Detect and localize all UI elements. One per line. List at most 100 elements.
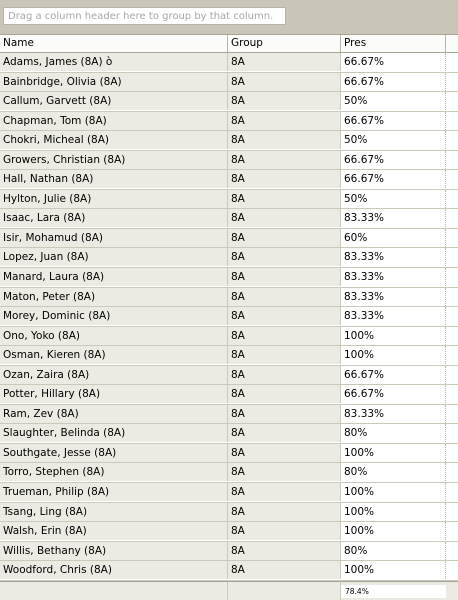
cell-name[interactable]: Willis, Bethany (8A) xyxy=(0,541,228,560)
cell-group[interactable]: 8A xyxy=(228,287,341,306)
cell-group[interactable]: 8A xyxy=(228,443,341,462)
cell-name[interactable]: Lopez, Juan (8A) xyxy=(0,248,228,267)
table-row[interactable]: Maton, Peter (8A) 8A 83.33% xyxy=(0,287,458,308)
table-row[interactable]: Hall, Nathan (8A) 8A 66.67% xyxy=(0,170,458,190)
cell-group[interactable]: 8A xyxy=(228,326,341,345)
table-row[interactable]: Morey, Dominic (8A) 8A 83.33% xyxy=(0,307,458,327)
cell-group[interactable]: 8A xyxy=(228,111,341,130)
cell-group[interactable]: 8A xyxy=(228,209,341,228)
column-header-pres[interactable]: Pres xyxy=(341,35,446,52)
table-row[interactable]: Growers, Christian (8A) 8A 66.67% xyxy=(0,150,458,171)
table-row[interactable]: Slaughter, Belinda (8A) 8A 80% xyxy=(0,424,458,444)
cell-name[interactable]: Slaughter, Belinda (8A) xyxy=(0,424,228,443)
cell-pres[interactable]: 100% xyxy=(341,502,446,521)
cell-name[interactable]: Chapman, Tom (8A) xyxy=(0,111,228,130)
cell-pres[interactable]: 100% xyxy=(341,561,446,580)
cell-group[interactable]: 8A xyxy=(228,150,341,169)
cell-group[interactable]: 8A xyxy=(228,268,341,287)
cell-group[interactable]: 8A xyxy=(228,72,341,91)
table-row[interactable]: Tsang, Ling (8A) 8A 100% xyxy=(0,502,458,523)
table-row[interactable]: Ono, Yoko (8A) 8A 100% xyxy=(0,326,458,347)
table-row[interactable]: Bainbridge, Olivia (8A) 8A 66.67% xyxy=(0,72,458,93)
table-row[interactable]: Adams, James (8A) ò 8A 66.67% xyxy=(0,53,458,73)
table-row[interactable]: Isaac, Lara (8A) 8A 83.33% xyxy=(0,209,458,229)
cell-name[interactable]: Ozan, Zaira (8A) xyxy=(0,365,228,384)
cell-name[interactable]: Southgate, Jesse (8A) xyxy=(0,443,228,462)
cell-pres[interactable]: 80% xyxy=(341,424,446,443)
cell-group[interactable]: 8A xyxy=(228,463,341,482)
cell-name[interactable]: Morey, Dominic (8A) xyxy=(0,307,228,326)
cell-pres[interactable]: 60% xyxy=(341,228,446,247)
table-row[interactable]: Manard, Laura (8A) 8A 83.33% xyxy=(0,268,458,288)
cell-group[interactable]: 8A xyxy=(228,424,341,443)
cell-group[interactable]: 8A xyxy=(228,53,341,71)
table-row[interactable]: Southgate, Jesse (8A) 8A 100% xyxy=(0,443,458,464)
cell-pres[interactable]: 66.67% xyxy=(341,170,446,189)
cell-pres[interactable]: 83.33% xyxy=(341,404,446,423)
cell-name[interactable]: Potter, Hillary (8A) xyxy=(0,385,228,404)
column-header-group[interactable]: Group xyxy=(228,35,341,52)
cell-group[interactable]: 8A xyxy=(228,131,341,150)
table-row[interactable]: Potter, Hillary (8A) 8A 66.67% xyxy=(0,385,458,405)
cell-pres[interactable]: 50% xyxy=(341,131,446,150)
cell-group[interactable]: 8A xyxy=(228,502,341,521)
cell-name[interactable]: Ono, Yoko (8A) xyxy=(0,326,228,345)
cell-name[interactable]: Adams, James (8A) ò xyxy=(0,53,228,71)
table-row[interactable]: Ozan, Zaira (8A) 8A 66.67% xyxy=(0,365,458,386)
cell-name[interactable]: Isir, Mohamud (8A) xyxy=(0,228,228,247)
cell-pres[interactable]: 66.67% xyxy=(341,150,446,169)
table-row[interactable]: Callum, Garvett (8A) 8A 50% xyxy=(0,92,458,112)
cell-name[interactable]: Growers, Christian (8A) xyxy=(0,150,228,169)
table-row[interactable]: Ram, Zev (8A) 8A 83.33% xyxy=(0,404,458,425)
cell-name[interactable]: Hylton, Julie (8A) xyxy=(0,189,228,208)
cell-group[interactable]: 8A xyxy=(228,228,341,247)
cell-name[interactable]: Osman, Kieren (8A) xyxy=(0,346,228,365)
cell-name[interactable]: Bainbridge, Olivia (8A) xyxy=(0,72,228,91)
cell-pres[interactable]: 80% xyxy=(341,463,446,482)
cell-pres[interactable]: 83.33% xyxy=(341,287,446,306)
cell-name[interactable]: Callum, Garvett (8A) xyxy=(0,92,228,111)
cell-group[interactable]: 8A xyxy=(228,346,341,365)
cell-pres[interactable]: 66.67% xyxy=(341,365,446,384)
cell-name[interactable]: Torro, Stephen (8A) xyxy=(0,463,228,482)
cell-name[interactable]: Ram, Zev (8A) xyxy=(0,404,228,423)
cell-pres[interactable]: 100% xyxy=(341,346,446,365)
table-row[interactable]: Lopez, Juan (8A) 8A 83.33% xyxy=(0,248,458,269)
table-row[interactable]: Chapman, Tom (8A) 8A 66.67% xyxy=(0,111,458,132)
cell-name[interactable]: Isaac, Lara (8A) xyxy=(0,209,228,228)
cell-name[interactable]: Walsh, Erin (8A) xyxy=(0,522,228,541)
cell-pres[interactable]: 66.67% xyxy=(341,111,446,130)
cell-group[interactable]: 8A xyxy=(228,404,341,423)
cell-name[interactable]: Maton, Peter (8A) xyxy=(0,287,228,306)
cell-pres[interactable]: 100% xyxy=(341,483,446,502)
cell-name[interactable]: Woodford, Chris (8A) xyxy=(0,561,228,580)
cell-pres[interactable]: 50% xyxy=(341,189,446,208)
cell-pres[interactable]: 100% xyxy=(341,326,446,345)
cell-group[interactable]: 8A xyxy=(228,170,341,189)
table-row[interactable]: Chokri, Micheal (8A) 8A 50% xyxy=(0,131,458,151)
cell-pres[interactable]: 100% xyxy=(341,522,446,541)
cell-pres[interactable]: 80% xyxy=(341,541,446,560)
cell-pres[interactable]: 100% xyxy=(341,443,446,462)
cell-name[interactable]: Manard, Laura (8A) xyxy=(0,268,228,287)
group-by-panel[interactable]: Drag a column header here to group by th… xyxy=(0,0,458,35)
table-row[interactable]: Torro, Stephen (8A) 8A 80% xyxy=(0,463,458,484)
cell-pres[interactable]: 66.67% xyxy=(341,72,446,91)
cell-group[interactable]: 8A xyxy=(228,385,341,404)
column-header-name[interactable]: Name xyxy=(0,35,228,52)
cell-pres[interactable]: 66.67% xyxy=(341,53,446,71)
cell-pres[interactable]: 83.33% xyxy=(341,248,446,267)
cell-group[interactable]: 8A xyxy=(228,541,341,560)
cell-group[interactable]: 8A xyxy=(228,522,341,541)
cell-pres[interactable]: 83.33% xyxy=(341,307,446,326)
table-row[interactable]: Osman, Kieren (8A) 8A 100% xyxy=(0,346,458,366)
cell-pres[interactable]: 50% xyxy=(341,92,446,111)
table-row[interactable]: Hylton, Julie (8A) 8A 50% xyxy=(0,189,458,210)
table-row[interactable]: Trueman, Philip (8A) 8A 100% xyxy=(0,483,458,503)
cell-group[interactable]: 8A xyxy=(228,248,341,267)
cell-pres[interactable]: 66.67% xyxy=(341,385,446,404)
cell-group[interactable]: 8A xyxy=(228,307,341,326)
table-row[interactable]: Willis, Bethany (8A) 8A 80% xyxy=(0,541,458,562)
cell-group[interactable]: 8A xyxy=(228,483,341,502)
cell-pres[interactable]: 83.33% xyxy=(341,209,446,228)
